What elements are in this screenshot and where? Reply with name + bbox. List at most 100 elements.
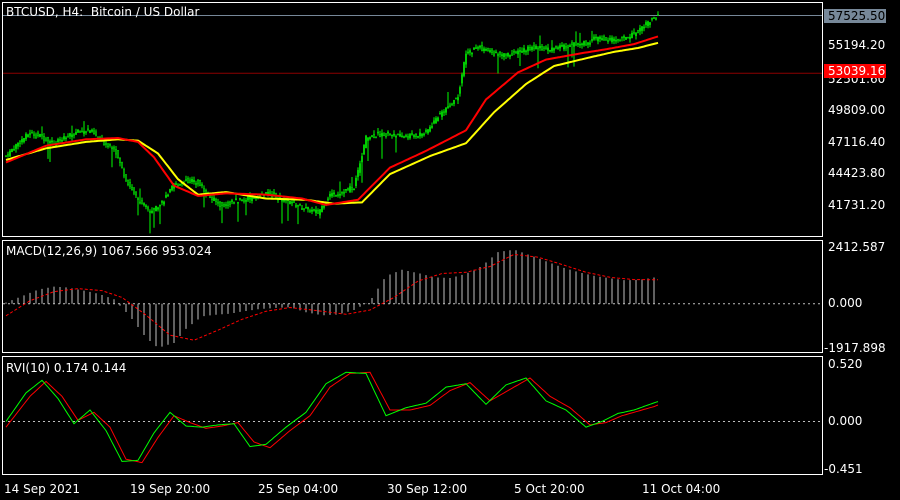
candle-body	[603, 36, 605, 41]
candle-body	[561, 44, 563, 47]
candle-body	[9, 150, 11, 157]
candle-body	[335, 195, 337, 197]
candle-body	[233, 201, 235, 204]
candle-body	[299, 203, 301, 206]
candle-body	[63, 136, 65, 140]
candle-body	[569, 45, 571, 47]
candle-body	[633, 32, 635, 35]
candle-body	[151, 210, 153, 213]
candle-body	[333, 192, 335, 195]
candle-body	[565, 46, 567, 49]
candle-body	[89, 130, 91, 133]
candle-body	[59, 139, 61, 141]
candle-body	[27, 134, 29, 137]
candle-body	[69, 133, 71, 137]
candle-body	[537, 47, 539, 50]
rvi-signal-line	[5, 371, 659, 464]
candle-body	[645, 22, 647, 25]
candle-body	[431, 126, 433, 128]
price-axis: 55194.20 52501.60 49809.00 47116.40 4442…	[828, 38, 885, 212]
candle-body	[5, 155, 7, 158]
candle-body	[341, 191, 343, 194]
candle-body	[447, 106, 449, 108]
candle-body	[517, 50, 519, 55]
candle-body	[171, 185, 173, 191]
candle-body	[29, 133, 31, 135]
candle-body	[547, 47, 549, 51]
rvi-tick: -0.451	[824, 462, 863, 476]
candle-body	[379, 133, 381, 137]
candle-body	[231, 200, 233, 202]
rvi-main-line	[5, 371, 659, 463]
candle-body	[429, 126, 431, 132]
candle-body	[437, 117, 439, 121]
candle-body	[347, 188, 349, 190]
candle-body	[149, 211, 151, 213]
macd-label: MACD(12,26,9) 1067.566 953.024	[6, 244, 212, 258]
candle-body	[139, 201, 141, 204]
candle-body	[519, 50, 521, 52]
candle-body	[211, 197, 213, 200]
rvi-plot	[3, 371, 822, 464]
candle-body	[61, 139, 63, 142]
candle-body	[453, 99, 455, 104]
candle-body	[119, 158, 121, 163]
candle-body	[141, 200, 143, 205]
candle-body	[81, 130, 83, 133]
candle-body	[179, 183, 181, 186]
candle-body	[567, 45, 569, 49]
candle-body	[193, 179, 195, 182]
candle-body	[209, 195, 211, 199]
candle-body	[349, 186, 351, 192]
candle-body	[575, 41, 577, 46]
candle-body	[79, 131, 81, 133]
candle-body	[229, 201, 231, 205]
candle-body	[77, 129, 79, 133]
candle-body	[563, 44, 565, 50]
candle-body	[585, 40, 587, 46]
candle-body	[503, 53, 505, 58]
candle-body	[583, 41, 585, 46]
candle-body	[613, 38, 615, 42]
candle-body	[135, 191, 137, 196]
candle-body	[601, 38, 603, 41]
candle-body	[251, 196, 253, 201]
candle-body	[343, 191, 345, 194]
candle-body	[395, 135, 397, 138]
candle-body	[15, 144, 17, 149]
ma-yellow-line	[5, 41, 659, 205]
candle-body	[189, 179, 191, 184]
candle-body	[297, 204, 299, 207]
candle-body	[165, 195, 167, 198]
candle-body	[369, 137, 371, 140]
price-tick: 49809.00	[828, 103, 885, 117]
candle-body	[345, 188, 347, 191]
candle-body	[409, 134, 411, 139]
candle-body	[637, 30, 639, 34]
macd-axis: 2412.587 0.000 -1917.898	[824, 240, 886, 355]
candle-body	[177, 184, 179, 187]
candle-body	[327, 198, 329, 201]
candle-body	[441, 111, 443, 117]
candle-body	[17, 142, 19, 147]
candle-body	[531, 46, 533, 50]
candle-body	[245, 200, 247, 202]
rvi-tick: 0.520	[828, 357, 862, 371]
candle-body	[617, 38, 619, 41]
candle-body	[307, 206, 309, 210]
candle-body	[455, 97, 457, 100]
candle-body	[123, 169, 125, 177]
candles	[5, 11, 659, 234]
candle-body	[595, 36, 597, 39]
candle-body	[35, 134, 37, 138]
level-price-tag	[824, 64, 886, 78]
candle-body	[611, 37, 613, 42]
candle-body	[597, 36, 599, 42]
candle-body	[221, 202, 223, 206]
candle-body	[607, 40, 609, 42]
price-plot	[3, 11, 822, 234]
candle-body	[459, 87, 461, 94]
candle-body	[485, 48, 487, 51]
candle-body	[581, 43, 583, 46]
